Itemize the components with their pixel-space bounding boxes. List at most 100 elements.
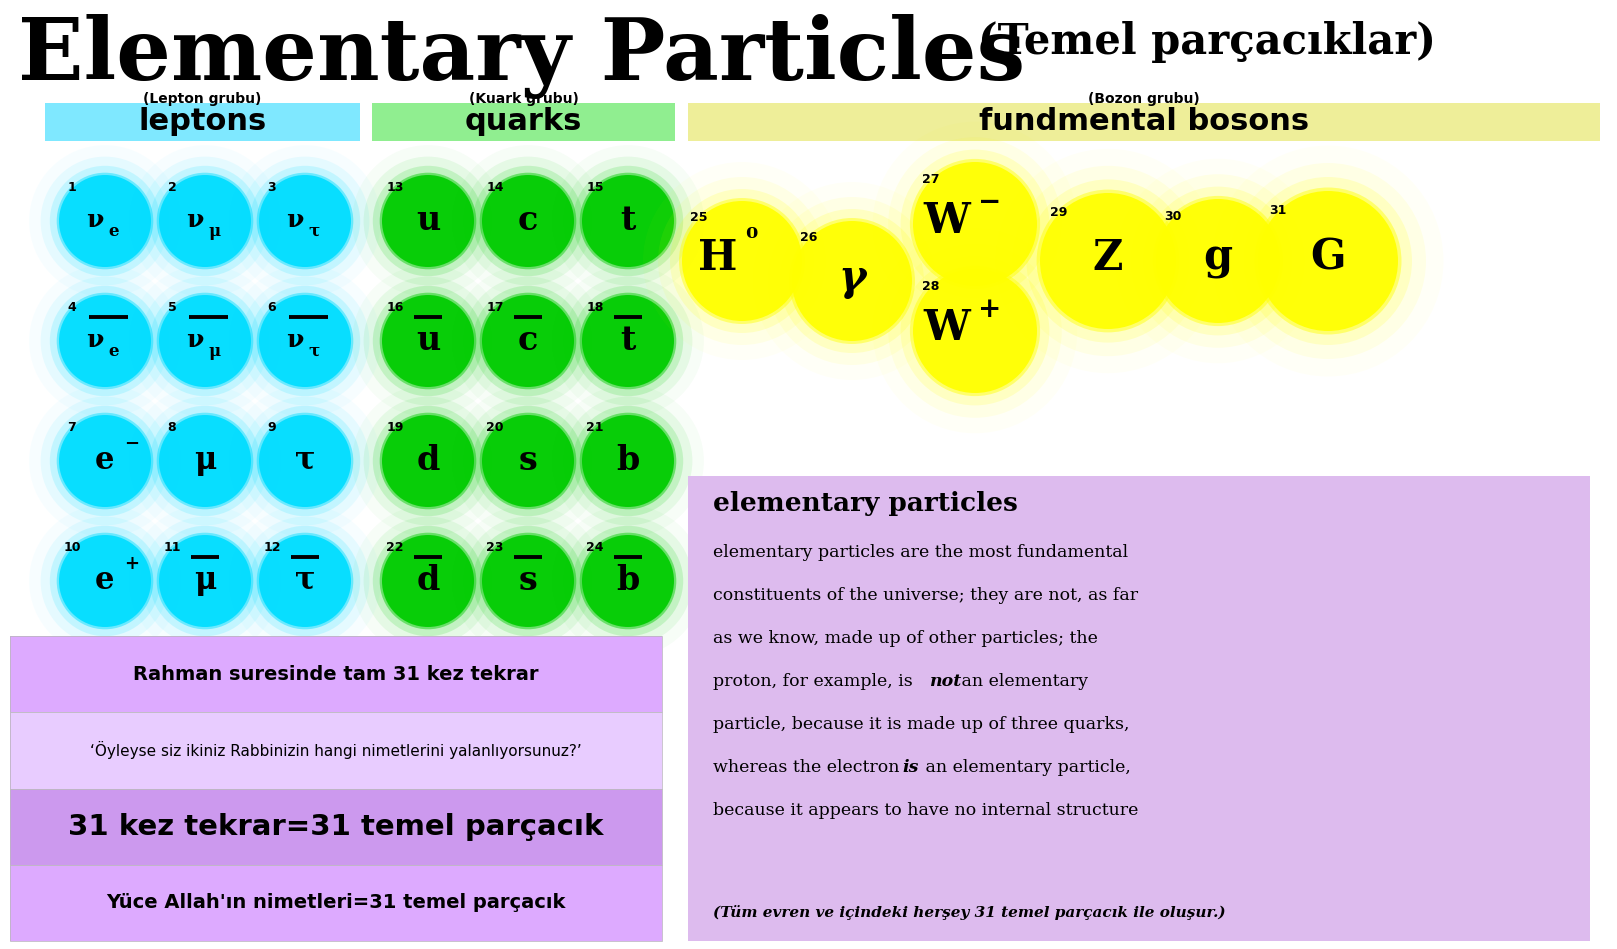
Circle shape (572, 166, 684, 276)
FancyBboxPatch shape (10, 789, 661, 865)
Text: 4: 4 (68, 302, 76, 314)
Text: e: e (108, 343, 120, 360)
Circle shape (241, 157, 369, 286)
Text: (Tüm evren ve içindeki herşey 31 temel parçacık ile oluşur.): (Tüm evren ve içindeki herşey 31 temel p… (713, 905, 1226, 921)
Text: 22: 22 (386, 541, 404, 554)
Circle shape (364, 397, 493, 526)
Text: b: b (616, 443, 640, 476)
Text: t: t (621, 204, 635, 236)
Text: W: W (923, 200, 970, 242)
Text: 28: 28 (922, 280, 939, 293)
Circle shape (582, 415, 674, 507)
Circle shape (58, 295, 150, 387)
Circle shape (480, 413, 576, 510)
Circle shape (364, 276, 493, 405)
Circle shape (40, 516, 170, 645)
Text: τ: τ (309, 223, 320, 239)
Circle shape (482, 295, 574, 387)
Circle shape (150, 286, 260, 396)
Circle shape (58, 175, 150, 267)
Text: whereas the electron: whereas the electron (713, 759, 906, 776)
Text: 19: 19 (386, 421, 404, 435)
Text: −: − (978, 189, 1001, 215)
Text: ν: ν (286, 208, 302, 233)
Text: (Lepton grubu): (Lepton grubu) (144, 92, 262, 106)
Text: μ: μ (209, 223, 222, 239)
Text: elementary particles are the most fundamental: elementary particles are the most fundam… (713, 544, 1129, 561)
Text: G: G (1310, 236, 1345, 278)
Circle shape (572, 406, 684, 516)
Circle shape (364, 516, 493, 645)
Text: 16: 16 (386, 302, 404, 314)
Text: μ: μ (194, 444, 217, 475)
FancyBboxPatch shape (10, 713, 661, 789)
Circle shape (564, 516, 692, 645)
Text: 13: 13 (386, 181, 404, 195)
Circle shape (572, 286, 684, 396)
Circle shape (682, 201, 802, 321)
Circle shape (582, 295, 674, 387)
Circle shape (141, 157, 270, 286)
Text: 23: 23 (487, 541, 503, 554)
Circle shape (380, 532, 477, 629)
Text: c: c (517, 204, 538, 236)
Text: 25: 25 (690, 212, 708, 224)
Text: u: u (416, 204, 440, 236)
Circle shape (374, 286, 483, 396)
Text: an elementary particle,: an elementary particle, (920, 759, 1130, 776)
Text: 27: 27 (922, 173, 939, 186)
Circle shape (1036, 190, 1179, 332)
Text: 12: 12 (264, 541, 281, 554)
Circle shape (157, 413, 254, 510)
FancyBboxPatch shape (10, 865, 661, 941)
Text: leptons: leptons (139, 107, 267, 137)
Circle shape (364, 157, 493, 286)
Text: 3: 3 (267, 181, 277, 195)
Text: g: g (1203, 237, 1232, 279)
Circle shape (257, 292, 353, 389)
Text: τ: τ (294, 565, 315, 596)
Text: Yüce Allah'ın nimetleri=31 temel parçacık: Yüce Allah'ın nimetleri=31 temel parçacı… (107, 893, 566, 912)
Text: ν: ν (186, 208, 204, 233)
Circle shape (257, 413, 353, 510)
Circle shape (141, 397, 270, 526)
Circle shape (241, 516, 369, 645)
Circle shape (679, 198, 805, 324)
Circle shape (464, 157, 592, 286)
Circle shape (257, 532, 353, 629)
Circle shape (910, 266, 1040, 396)
Text: μ: μ (194, 565, 217, 596)
Circle shape (249, 166, 361, 276)
Circle shape (150, 526, 260, 636)
Text: 31: 31 (1269, 204, 1286, 217)
Circle shape (582, 175, 674, 267)
Text: d: d (416, 564, 440, 597)
Circle shape (581, 173, 676, 270)
Text: 5: 5 (168, 302, 176, 314)
Text: u: u (416, 324, 440, 357)
Circle shape (1040, 193, 1176, 329)
Circle shape (564, 397, 692, 526)
Text: 2: 2 (168, 181, 176, 195)
Text: fundmental bosons: fundmental bosons (978, 107, 1310, 137)
Text: 9: 9 (267, 421, 277, 435)
FancyBboxPatch shape (10, 636, 661, 941)
Text: 14: 14 (487, 181, 503, 195)
Circle shape (564, 157, 692, 286)
Circle shape (910, 158, 1040, 289)
Text: (Bozon grubu): (Bozon grubu) (1088, 92, 1200, 106)
Text: 21: 21 (585, 421, 603, 435)
Circle shape (888, 138, 1062, 311)
Circle shape (158, 415, 251, 507)
Text: c: c (517, 324, 538, 357)
Circle shape (914, 269, 1036, 393)
FancyBboxPatch shape (10, 636, 661, 713)
Circle shape (1153, 195, 1284, 326)
Circle shape (50, 526, 160, 636)
Text: (Temel parçacıklar): (Temel parçacıklar) (978, 21, 1436, 63)
Circle shape (50, 406, 160, 516)
Circle shape (380, 292, 477, 389)
Text: constituents of the universe; they are not, as far: constituents of the universe; they are n… (713, 587, 1138, 604)
Text: ν: ν (186, 328, 204, 352)
Circle shape (380, 413, 477, 510)
